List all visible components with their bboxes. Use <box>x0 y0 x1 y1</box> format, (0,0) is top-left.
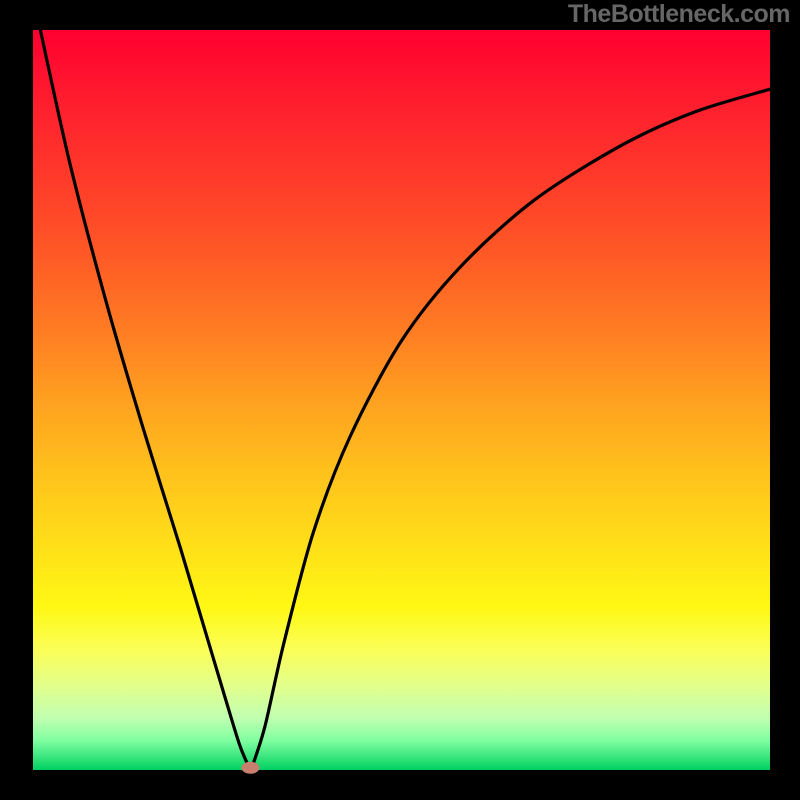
watermark-text: TheBottleneck.com <box>568 0 790 29</box>
bottleneck-chart <box>0 0 800 800</box>
chart-container: { "watermark": "TheBottleneck.com", "cha… <box>0 0 800 800</box>
optimum-marker <box>241 762 259 774</box>
